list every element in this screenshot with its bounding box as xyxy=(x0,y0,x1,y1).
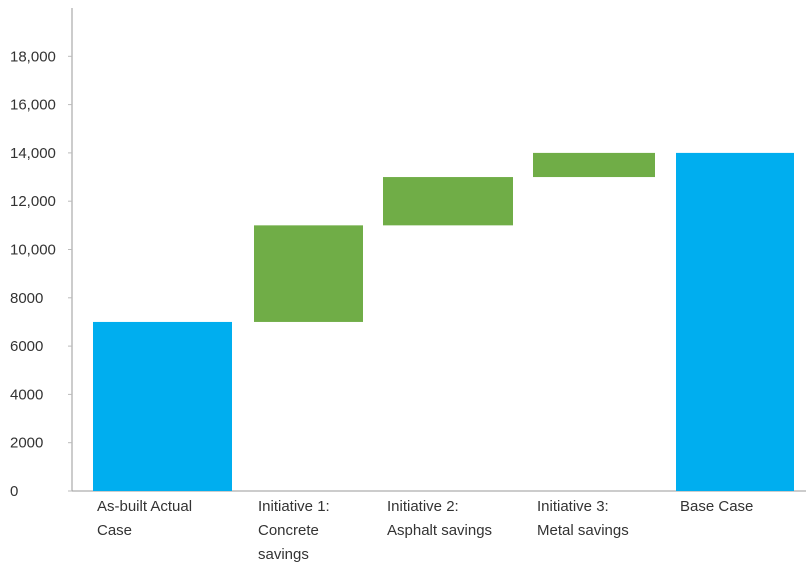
category-label: Initiative 3: Metal savings xyxy=(537,498,629,539)
y-tick-label: 18,000 xyxy=(10,48,56,65)
category-label: Initiative 2: Asphalt savings xyxy=(387,498,492,539)
y-tick-label: 12,000 xyxy=(10,193,56,210)
savings-bar xyxy=(533,152,655,178)
category-label: Base Case xyxy=(680,498,753,515)
y-tick-label: 14,000 xyxy=(10,145,56,162)
y-tick-label: 16,000 xyxy=(10,97,56,114)
y-tick-labels: 0 2000 4000 6000 8000 10,000 12,000 14,000 16,00… xyxy=(10,48,56,500)
category-labels: As-built Actual Case Initiative 1: Concrete… xyxy=(97,498,753,562)
y-tick-label: 4000 xyxy=(10,386,43,403)
y-tick-label: 0 xyxy=(10,483,18,500)
y-tick-label: 6000 xyxy=(10,338,43,355)
savings-bar xyxy=(383,177,513,226)
category-label: Initiative 1: Concrete savings xyxy=(258,498,330,562)
y-tick-label: 10,000 xyxy=(10,242,56,259)
category-label: As-built Actual Case xyxy=(97,498,192,539)
y-tick-label: 8000 xyxy=(10,290,43,307)
total-bar xyxy=(93,321,232,491)
y-tick-label: 2000 xyxy=(10,435,43,452)
total-bar xyxy=(676,152,794,491)
savings-bar xyxy=(254,225,363,322)
chart-bars xyxy=(93,152,794,491)
